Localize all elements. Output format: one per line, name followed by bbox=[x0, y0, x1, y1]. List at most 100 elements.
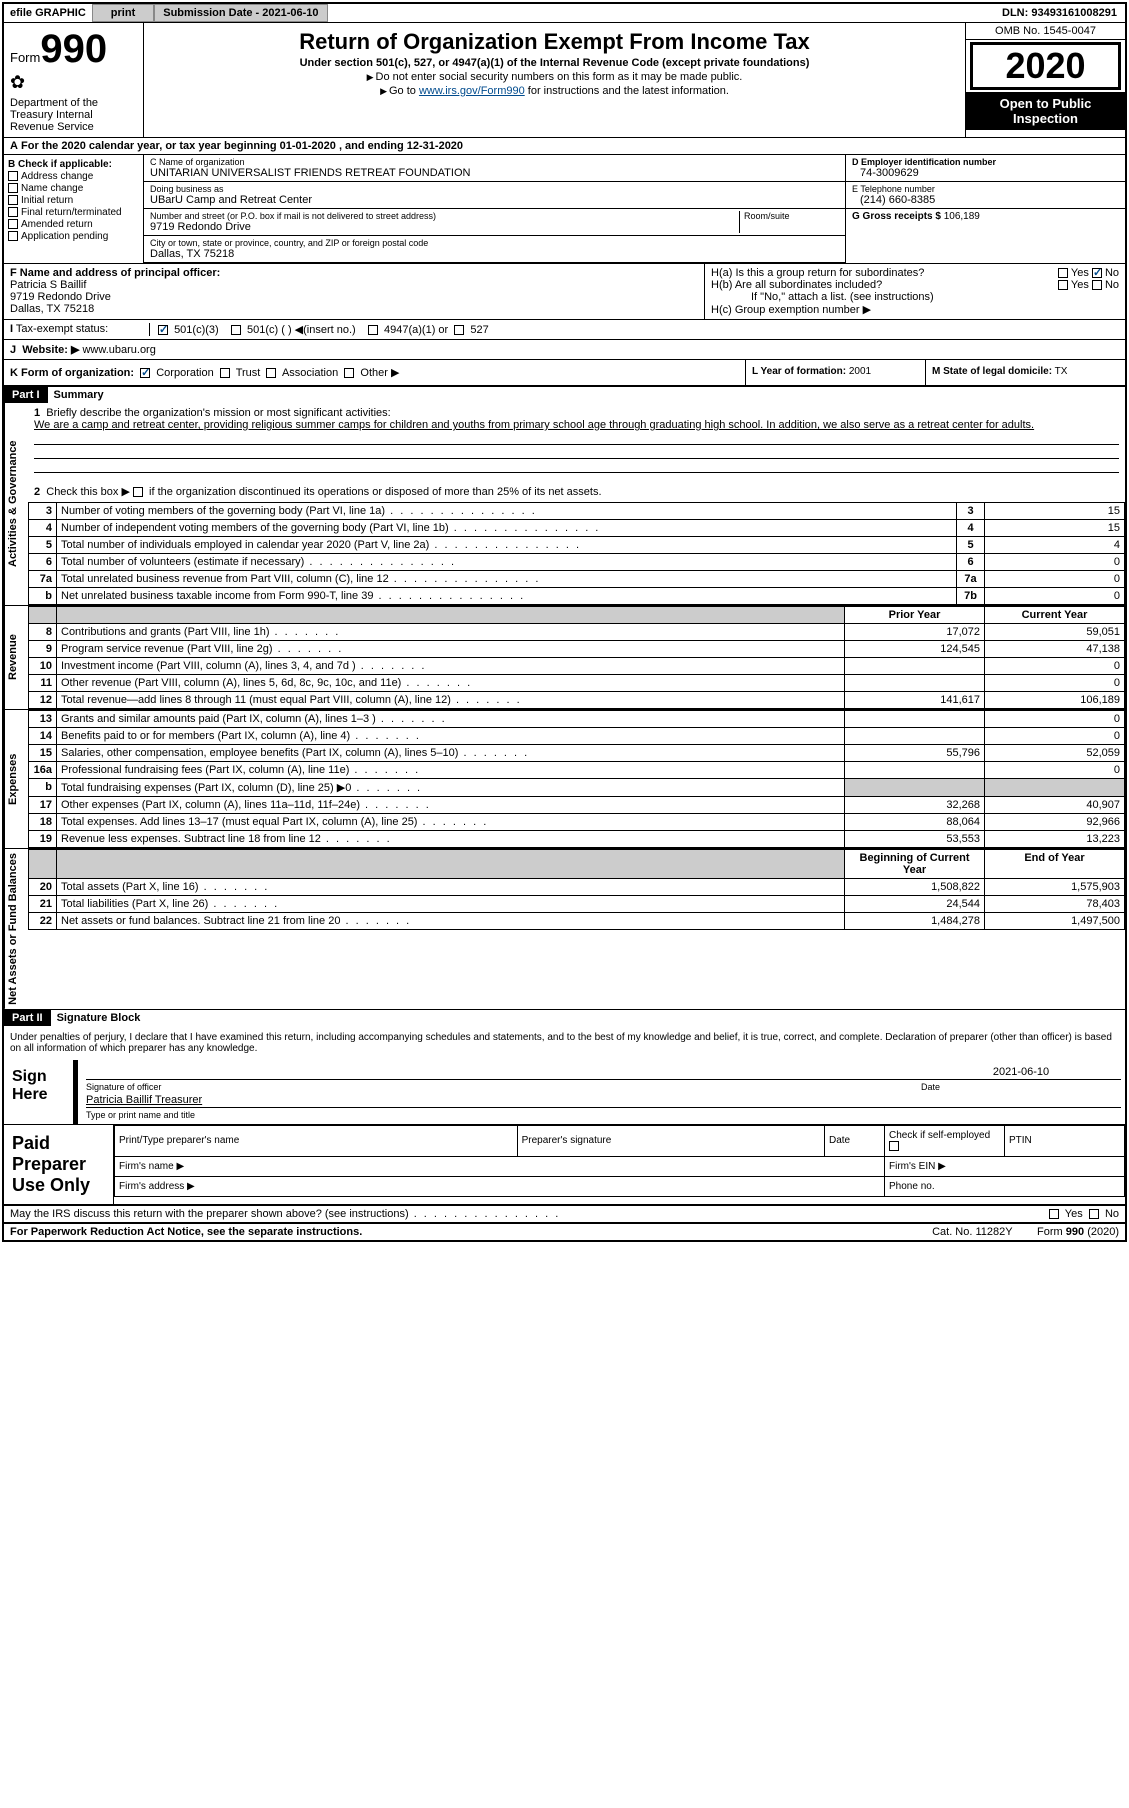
chk-pending[interactable] bbox=[8, 231, 18, 241]
submission-date: Submission Date - 2021-06-10 bbox=[154, 4, 327, 22]
efile-label: efile GRAPHIC bbox=[4, 5, 92, 21]
chk-amended[interactable] bbox=[8, 219, 18, 229]
cat-no: Cat. No. 11282Y bbox=[932, 1226, 1013, 1238]
sig-date: 2021-06-10 bbox=[921, 1066, 1121, 1080]
open-inspection: Open to Public Inspection bbox=[966, 92, 1125, 130]
pp-sig-lbl: Preparer's signature bbox=[517, 1125, 824, 1156]
room-lbl: Room/suite bbox=[744, 211, 839, 221]
street-addr: 9719 Redondo Drive bbox=[150, 221, 739, 233]
chk-4947[interactable] bbox=[368, 325, 378, 335]
section-f: F Name and address of principal officer:… bbox=[4, 264, 705, 319]
chk-corp[interactable] bbox=[140, 368, 150, 378]
year-formation: 2001 bbox=[849, 366, 871, 377]
firm-name-lbl: Firm's name ▶ bbox=[115, 1156, 885, 1176]
part1-title: Summary bbox=[48, 387, 110, 403]
tax-year: 2020 bbox=[970, 42, 1121, 90]
sig-officer-lbl: Signature of officer bbox=[86, 1082, 921, 1092]
dba-lbl: Doing business as bbox=[150, 184, 839, 194]
firm-ein-lbl: Firm's EIN ▶ bbox=[885, 1156, 1125, 1176]
part1-hdr: Part I bbox=[4, 387, 48, 403]
ha-yes[interactable] bbox=[1058, 268, 1068, 278]
chk-discontinued[interactable] bbox=[133, 487, 143, 497]
dba: UBarU Camp and Retreat Center bbox=[150, 194, 839, 206]
arrow-icon bbox=[380, 85, 389, 97]
chk-address[interactable] bbox=[8, 171, 18, 181]
side-revenue: Revenue bbox=[4, 606, 28, 709]
officer-name-title: Patricia Baillif Treasurer bbox=[86, 1094, 202, 1106]
j-lbl: J bbox=[10, 344, 16, 356]
ein: 74-3009629 bbox=[852, 167, 1119, 179]
city-lbl: City or town, state or province, country… bbox=[150, 238, 839, 248]
officer-addr2: Dallas, TX 75218 bbox=[10, 303, 94, 315]
arrow-icon bbox=[367, 71, 376, 83]
chk-501c3[interactable] bbox=[158, 325, 168, 335]
hb-label: H(b) Are all subordinates included? bbox=[711, 279, 882, 291]
pp-name-lbl: Print/Type preparer's name bbox=[115, 1125, 518, 1156]
expenses-table: 13Grants and similar amounts paid (Part … bbox=[28, 710, 1125, 848]
firm-addr-lbl: Firm's address ▶ bbox=[115, 1176, 885, 1196]
hb-yes[interactable] bbox=[1058, 280, 1068, 290]
l1-lbl: Briefly describe the organization's miss… bbox=[46, 407, 390, 419]
form-ref: Form 990 (2020) bbox=[1037, 1226, 1119, 1238]
header-title-block: Return of Organization Exempt From Incom… bbox=[144, 23, 965, 137]
date-lbl: Date bbox=[921, 1082, 1121, 1092]
dept-treasury: Department of the Treasury Internal Reve… bbox=[10, 97, 137, 133]
hb-no[interactable] bbox=[1092, 280, 1102, 290]
chk-initial[interactable] bbox=[8, 195, 18, 205]
ptin-lbl: PTIN bbox=[1005, 1125, 1125, 1156]
note-goto-post: for instructions and the latest informat… bbox=[525, 85, 729, 97]
omb-number: OMB No. 1545-0047 bbox=[966, 23, 1125, 40]
ha-label: H(a) Is this a group return for subordin… bbox=[711, 267, 924, 279]
pp-chk: Check if self-employed bbox=[885, 1125, 1005, 1156]
ha-no[interactable] bbox=[1092, 268, 1102, 278]
side-expenses: Expenses bbox=[4, 710, 28, 848]
revenue-table: Prior YearCurrent Year8Contributions and… bbox=[28, 606, 1125, 709]
telephone: (214) 660-8385 bbox=[852, 194, 1119, 206]
hc-label: H(c) Group exemption number ▶ bbox=[711, 303, 1119, 316]
i-lbl: I Tax-exempt status: bbox=[10, 323, 150, 336]
org-name: UNITARIAN UNIVERSALIST FRIENDS RETREAT F… bbox=[150, 167, 839, 179]
instructions-link[interactable]: www.irs.gov/Form990 bbox=[419, 85, 525, 97]
chk-trust[interactable] bbox=[220, 368, 230, 378]
irs-logo-icon: ✿ bbox=[10, 72, 137, 93]
discuss-yes[interactable] bbox=[1049, 1209, 1059, 1219]
note-ssn: Do not enter social security numbers on … bbox=[376, 71, 743, 83]
l2-text: Check this box ▶ if the organization dis… bbox=[46, 486, 601, 498]
tax-period: A For the 2020 calendar year, or tax yea… bbox=[4, 138, 1125, 155]
type-name-lbl: Type or print name and title bbox=[86, 1110, 1121, 1120]
b-label: B Check if applicable: bbox=[8, 159, 112, 170]
note-goto-pre: Go to bbox=[389, 85, 419, 97]
hb-note: If "No," attach a list. (see instruction… bbox=[711, 291, 1119, 303]
paid-preparer: Paid Preparer Use Only bbox=[4, 1125, 114, 1204]
governance-table: 3Number of voting members of the governi… bbox=[28, 502, 1125, 605]
officer-addr1: 9719 Redondo Drive bbox=[10, 291, 111, 303]
website: www.ubaru.org bbox=[82, 344, 155, 356]
form-subtitle: Under section 501(c), 527, or 4947(a)(1)… bbox=[148, 57, 961, 69]
chk-name[interactable] bbox=[8, 183, 18, 193]
discuss-lbl: May the IRS discuss this return with the… bbox=[10, 1208, 560, 1220]
e-label: E Telephone number bbox=[852, 184, 1119, 194]
m-lbl: M State of legal domicile: bbox=[932, 366, 1052, 377]
addr-lbl: Number and street (or P.O. box if mail i… bbox=[150, 211, 739, 221]
chk-other[interactable] bbox=[344, 368, 354, 378]
section-h: H(a) Is this a group return for subordin… bbox=[705, 264, 1125, 319]
section-b-checkboxes: B Check if applicable: Address change Na… bbox=[4, 155, 144, 263]
form-word: Form bbox=[10, 50, 40, 65]
city-state-zip: Dallas, TX 75218 bbox=[150, 248, 839, 260]
f-label: F Name and address of principal officer: bbox=[10, 267, 220, 279]
sign-here: Sign Here bbox=[4, 1060, 74, 1124]
l-lbl: L Year of formation: bbox=[752, 366, 846, 377]
print-button[interactable]: print bbox=[92, 4, 154, 22]
side-governance: Activities & Governance bbox=[4, 403, 28, 605]
chk-501c[interactable] bbox=[231, 325, 241, 335]
declaration: Under penalties of perjury, I declare th… bbox=[4, 1026, 1125, 1060]
side-netassets: Net Assets or Fund Balances bbox=[4, 849, 28, 1009]
chk-self-employed[interactable] bbox=[889, 1141, 899, 1151]
website-lbl: Website: ▶ bbox=[22, 344, 79, 356]
chk-final[interactable] bbox=[8, 207, 18, 217]
discuss-no[interactable] bbox=[1089, 1209, 1099, 1219]
form-title: Return of Organization Exempt From Incom… bbox=[148, 29, 961, 55]
chk-assoc[interactable] bbox=[266, 368, 276, 378]
part2-hdr: Part II bbox=[4, 1010, 51, 1026]
chk-527[interactable] bbox=[454, 325, 464, 335]
